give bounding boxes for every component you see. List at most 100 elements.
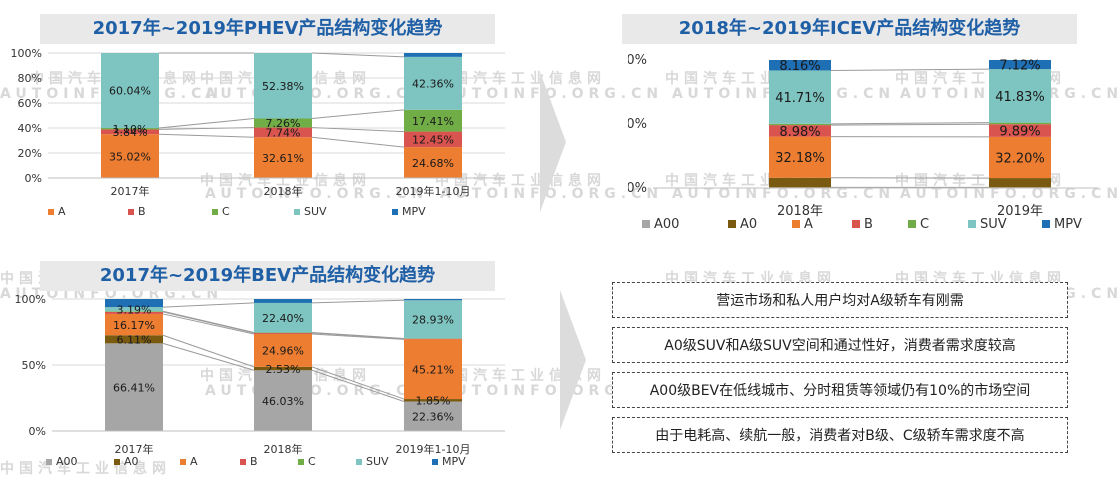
series-connector-line [831, 123, 989, 124]
x-tick-label: 2019年1-10月 [396, 184, 471, 198]
bev-chart-title: 2017年~2019年BEV产品结构变化趋势 [40, 261, 495, 291]
series-connector-line [312, 300, 404, 303]
legend-swatch-a0 [114, 459, 120, 465]
y-tick-label: 60% [18, 97, 42, 110]
legend-swatch-a [792, 220, 800, 228]
phev-chart: 0%20%40%60%80%100%35.02%3.84%1.10%60.04%… [0, 45, 505, 220]
bar-segment-a0 [989, 178, 1051, 187]
data-label: 24.96% [262, 345, 304, 358]
y-tick-label: 0% [29, 425, 46, 438]
bar-segment-a0 [769, 178, 831, 188]
x-tick-label: 2018年 [264, 184, 303, 198]
series-connector-line [312, 367, 404, 399]
data-label: 17.41% [412, 115, 454, 128]
data-label: 52.38% [262, 80, 304, 93]
legend-swatch-b [852, 220, 860, 228]
legend-swatch-mpv [432, 459, 438, 465]
data-label: 6.11% [117, 333, 152, 346]
y-tick-label: 20% [18, 147, 42, 160]
data-label: 22.40% [262, 312, 304, 325]
series-connector-line [312, 137, 404, 147]
series-connector-line [312, 110, 404, 119]
series-connector-line [312, 333, 404, 339]
series-connector-line [163, 343, 254, 370]
note-box: 营运市场和私人用户均对A级轿车有刚需 [612, 282, 1068, 318]
series-connector-line [159, 118, 254, 128]
bar-segment-mpv [254, 299, 312, 303]
series-connector-line [163, 303, 254, 307]
data-label: 45.21% [412, 363, 454, 376]
legend-swatch-a [48, 209, 54, 215]
x-tick-label: 2017年 [115, 442, 154, 456]
phev-chart-title: 2017年~2019年PHEV产品结构变化趋势 [40, 14, 495, 44]
transition-arrow-shape [540, 72, 566, 212]
legend-swatch-suv [968, 220, 976, 228]
legend-label: A00 [654, 217, 679, 232]
icev-chart: 0%50%100%32.18%8.98%41.71%8.16%32.20%9.8… [628, 45, 1108, 235]
series-connector-line [163, 335, 254, 367]
y-tick-label: 0% [628, 181, 647, 196]
data-label: 32.20% [995, 151, 1045, 166]
legend-label: B [138, 205, 146, 218]
series-connector-line [831, 124, 989, 125]
icev-chart-title: 2018年~2019年ICEV产品结构变化趋势 [622, 14, 1077, 44]
legend-label: A0 [740, 217, 757, 232]
data-label: 60.04% [109, 85, 151, 98]
legend-label: SUV [366, 455, 389, 468]
data-label: 35.02% [109, 150, 151, 163]
legend-swatch-c [908, 220, 916, 228]
data-label: 41.71% [775, 91, 825, 106]
series-connector-line [312, 53, 404, 57]
x-tick-label: 2019年1-10月 [396, 442, 471, 456]
legend-label: A [58, 205, 66, 218]
bar-segment-b [254, 333, 312, 334]
legend-label: A00 [56, 455, 78, 468]
legend-swatch-suv [356, 459, 362, 465]
data-label: 22.36% [412, 410, 454, 423]
transition-arrow-shape [560, 290, 586, 430]
series-connector-line [312, 370, 404, 401]
legend-swatch-c [212, 209, 218, 215]
bar-segment-mpv [404, 299, 462, 300]
legend-label: SUV [304, 205, 327, 218]
data-label: 1.10% [113, 123, 148, 136]
y-tick-label: 100% [628, 53, 647, 68]
data-label: 46.03% [262, 395, 304, 408]
legend-label: SUV [980, 217, 1007, 232]
note-box: A00级BEV在低线城市、分时租赁等领域仍有10%的市场空间 [612, 372, 1068, 408]
data-label: 16.17% [113, 319, 155, 332]
series-connector-line [163, 311, 254, 332]
data-label: 12.45% [412, 134, 454, 147]
legend-label: C [308, 455, 316, 468]
legend-label: A [804, 217, 813, 232]
legend-swatch-mpv [392, 209, 398, 215]
series-connector-line [312, 334, 404, 339]
data-label: 24.68% [412, 157, 454, 170]
legend-swatch-a [180, 459, 186, 465]
legend-swatch-a00 [46, 459, 52, 465]
legend-swatch-a0 [728, 220, 736, 228]
data-label: 7.12% [999, 58, 1040, 73]
legend-swatch-suv [294, 209, 300, 215]
data-label: 2.53% [266, 363, 301, 376]
data-label: 8.16% [779, 59, 820, 74]
x-tick-label: 2017年 [111, 184, 150, 198]
data-label: 8.98% [779, 125, 820, 140]
legend-label: B [864, 217, 873, 232]
legend-label: C [222, 205, 230, 218]
bar-segment-b [404, 339, 462, 340]
data-label: 32.18% [775, 151, 825, 166]
data-label: 66.41% [113, 381, 155, 394]
legend-swatch-b [128, 209, 134, 215]
note-box: A0级SUV和A级SUV空间和通过性好，消费者需求度较高 [612, 327, 1068, 363]
legend-label: MPV [1054, 217, 1082, 232]
legend-label: B [250, 455, 258, 468]
y-tick-label: 40% [18, 122, 42, 135]
y-tick-label: 80% [18, 72, 42, 85]
note-box: 由于电耗高、续航一般，消费者对B级、C级轿车需求度不高 [612, 417, 1068, 453]
legend-swatch-mpv [1042, 220, 1050, 228]
bev-chart: 0%50%100%66.41%6.11%16.17%3.19%46.03%2.5… [0, 291, 505, 471]
legend-swatch-a00 [642, 220, 650, 228]
x-tick-label: 2018年 [777, 204, 823, 219]
